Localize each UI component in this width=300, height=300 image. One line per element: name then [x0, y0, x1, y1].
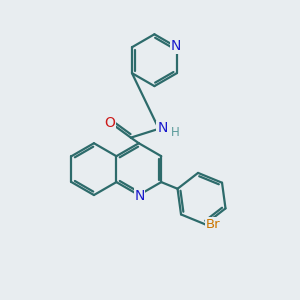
Text: N: N [170, 39, 181, 53]
Text: H: H [171, 126, 180, 139]
Text: N: N [157, 121, 168, 135]
Text: O: O [104, 116, 116, 130]
Text: Br: Br [206, 218, 220, 231]
Text: N: N [134, 189, 145, 202]
